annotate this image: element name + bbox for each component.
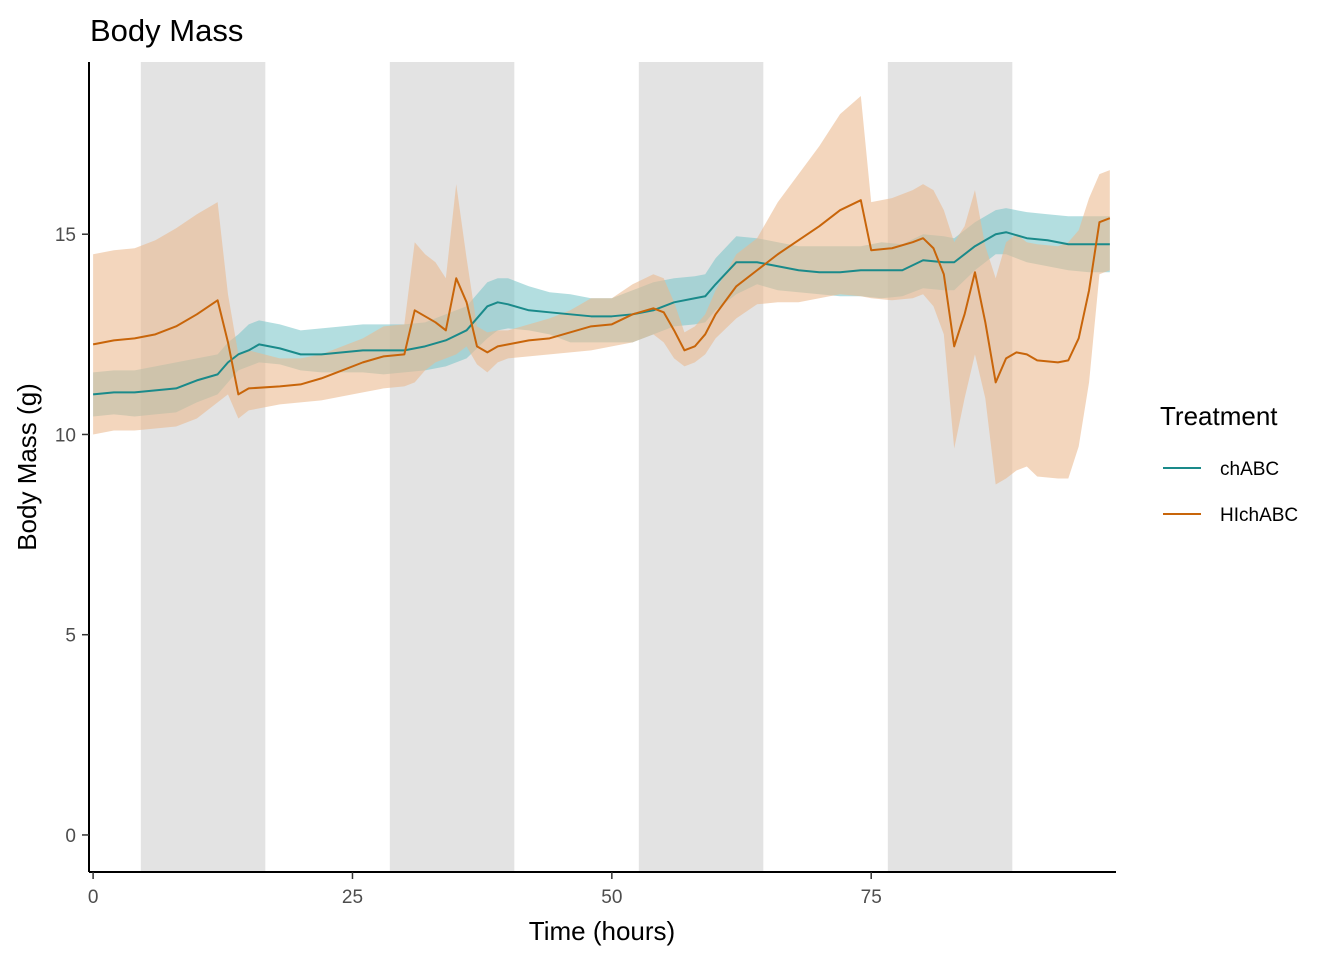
shaded-period-2 <box>389 62 515 871</box>
legend: Treatment chABC HIchABC <box>1160 401 1298 526</box>
x-tick-label: 0 <box>88 887 99 908</box>
shaded-period-1 <box>140 62 266 871</box>
series-lines <box>92 199 1111 396</box>
x-tick-label: 25 <box>342 887 363 908</box>
x-axis-ticks: 0 25 50 75 <box>88 872 882 908</box>
shaded-periods <box>140 62 1013 871</box>
shaded-period-3 <box>638 62 764 871</box>
y-tick-label: 15 <box>55 225 76 246</box>
confidence-bands <box>93 96 1110 485</box>
y-tick-label: 5 <box>65 626 76 647</box>
band-hichabc <box>93 96 1110 485</box>
y-axis-title: Body Mass (g) <box>12 383 42 551</box>
y-tick-label: 10 <box>55 425 76 446</box>
x-axis-title: Time (hours) <box>529 916 675 946</box>
y-axis-ticks: 0 5 10 15 <box>55 225 89 847</box>
x-tick-label: 75 <box>861 887 882 908</box>
legend-label-hichabc: HIchABC <box>1220 505 1298 526</box>
chart-title: Body Mass <box>90 13 243 48</box>
legend-label-chabc: chABC <box>1220 459 1279 480</box>
line-chabc <box>93 231 1110 396</box>
y-tick-label: 0 <box>65 826 76 847</box>
legend-title: Treatment <box>1160 401 1278 431</box>
line-hichabc <box>92 199 1111 396</box>
x-tick-label: 50 <box>601 887 622 908</box>
